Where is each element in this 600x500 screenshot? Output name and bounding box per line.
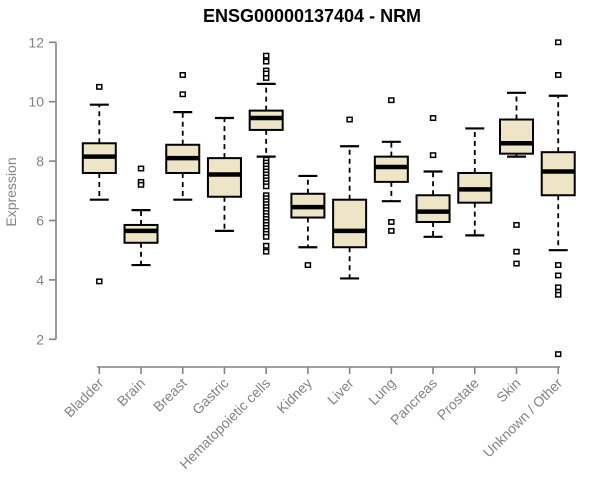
x-tick-label: Liver xyxy=(324,375,357,408)
outlier-point xyxy=(554,262,562,269)
outlier-point xyxy=(262,248,270,255)
outlier-point xyxy=(262,183,270,190)
outlier-point xyxy=(179,72,186,78)
x-tick-label: Prostate xyxy=(434,375,482,423)
outlier-point xyxy=(137,181,145,188)
y-tick-label: 2 xyxy=(36,331,44,347)
chart-title: ENSG00000137404 - NRM xyxy=(203,6,421,26)
outlier-point xyxy=(137,165,145,172)
outlier-point xyxy=(262,58,270,65)
x-tick-label: Unknown / Other xyxy=(480,375,566,461)
outlier-point xyxy=(388,97,395,104)
outlier-point xyxy=(388,227,395,234)
outlier-point xyxy=(262,74,270,81)
outlier-point xyxy=(96,278,103,285)
boxplot-brain xyxy=(123,165,159,267)
outlier-point xyxy=(179,91,186,98)
boxplot-lung xyxy=(373,97,409,234)
y-tick-label: 12 xyxy=(28,34,44,50)
boxplot-unknown-other xyxy=(540,39,576,358)
outlier-point xyxy=(513,222,520,228)
outlier-point xyxy=(304,262,312,269)
boxplot-kidney xyxy=(290,174,326,269)
outlier-point xyxy=(429,152,437,159)
iqr-box xyxy=(332,198,368,249)
outlier-point xyxy=(513,260,520,267)
boxplot-skin xyxy=(499,91,534,267)
outlier-point xyxy=(554,72,562,78)
outlier-point xyxy=(96,83,103,90)
boxplot-liver xyxy=(332,116,368,280)
y-tick-label: 4 xyxy=(36,272,44,288)
outlier-point xyxy=(262,233,270,240)
iqr-box xyxy=(415,194,451,223)
boxplot-hematopoietic-cells xyxy=(248,52,284,255)
x-tick-label: Lung xyxy=(365,375,398,408)
iqr-box xyxy=(499,118,534,155)
boxplots xyxy=(81,39,576,358)
outlier-point xyxy=(554,39,562,46)
boxplot-breast xyxy=(165,72,201,201)
y-axis-label: Expression xyxy=(3,157,19,226)
outlier-point xyxy=(262,242,270,249)
x-tick-label: Kidney xyxy=(273,375,315,417)
outlier-point xyxy=(262,52,270,59)
outlier-point xyxy=(513,248,520,255)
y-tick-label: 10 xyxy=(28,94,44,110)
x-tick-label: Skin xyxy=(493,375,524,406)
outlier-point xyxy=(554,291,562,298)
outlier-point xyxy=(554,351,562,358)
x-tick-label: Bladder xyxy=(61,375,107,421)
boxplot-prostate xyxy=(457,127,493,237)
x-tick-label: Breast xyxy=(150,375,190,415)
boxplot-pancreas xyxy=(415,115,451,238)
boxplot-gastric xyxy=(206,116,242,232)
outlier-point xyxy=(346,116,353,123)
boxplot-bladder xyxy=(81,83,117,285)
iqr-box xyxy=(123,223,159,244)
outlier-point xyxy=(388,219,395,225)
iqr-box xyxy=(206,157,242,198)
y-tick-label: 8 xyxy=(36,153,44,169)
x-tick-label: Brain xyxy=(114,375,148,409)
y-tick-label: 6 xyxy=(36,213,44,229)
outlier-point xyxy=(554,272,562,279)
outlier-point xyxy=(429,115,437,121)
